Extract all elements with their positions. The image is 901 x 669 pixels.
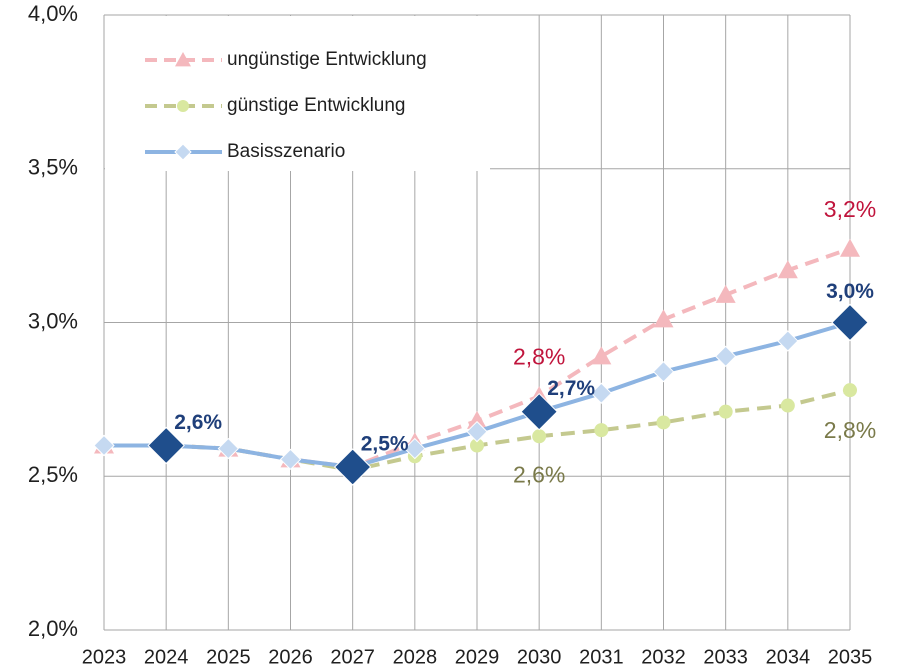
x-tick-label: 2026 — [268, 646, 313, 668]
x-tick-label: 2023 — [82, 646, 127, 668]
marker — [652, 360, 675, 383]
marker — [714, 345, 737, 368]
marker — [217, 437, 240, 460]
marker — [718, 404, 733, 419]
legend-label: Basisszenario — [227, 141, 345, 162]
marker — [843, 383, 857, 398]
marker — [590, 382, 613, 404]
marker — [591, 346, 612, 365]
x-tick-label: 2027 — [330, 646, 375, 668]
x-tick-label: 2025 — [206, 646, 251, 668]
marker — [656, 415, 671, 430]
highlight-marker — [147, 426, 185, 465]
marker — [594, 423, 609, 438]
legend-marker — [174, 143, 192, 161]
marker — [466, 420, 488, 443]
marker — [780, 398, 795, 413]
data-label: 2,6% — [513, 461, 565, 487]
y-tick-label: 3,5% — [28, 155, 78, 180]
marker — [840, 238, 860, 257]
data-label: 2,6% — [174, 411, 222, 434]
x-tick-label: 2028 — [393, 646, 438, 668]
marker — [653, 309, 674, 328]
y-tick-label: 3,0% — [28, 308, 78, 333]
x-tick-label: 2029 — [455, 646, 500, 668]
data-label: 2,5% — [361, 433, 409, 456]
highlight-marker — [520, 392, 558, 431]
marker — [470, 438, 484, 453]
data-label: 3,2% — [824, 196, 876, 222]
x-tick-label: 2024 — [144, 646, 189, 668]
marker — [467, 410, 487, 429]
data-label: 2,7% — [547, 377, 595, 400]
data-label: 2,8% — [824, 417, 876, 443]
data-label: 2,8% — [513, 343, 565, 369]
data-label: 3,0% — [826, 280, 874, 303]
legend-label: günstige Entwicklung — [227, 95, 406, 116]
marker — [777, 330, 799, 352]
x-tick-label: 2035 — [828, 646, 873, 668]
x-tick-label: 2031 — [579, 646, 624, 668]
legend-box — [105, 16, 490, 171]
y-tick-label: 2,5% — [28, 462, 78, 487]
x-tick-label: 2033 — [703, 646, 748, 668]
marker — [777, 260, 798, 279]
marker — [93, 434, 115, 457]
marker — [715, 284, 736, 303]
marker — [532, 429, 547, 444]
marker — [404, 437, 426, 460]
x-tick-label: 2032 — [641, 646, 686, 668]
legend-marker — [175, 52, 191, 67]
x-tick-label: 2030 — [517, 646, 562, 668]
y-tick-label: 2,0% — [28, 616, 78, 641]
legend-marker — [177, 100, 189, 112]
legend-label: ungünstige Entwicklung — [227, 49, 427, 70]
x-tick-label: 2034 — [766, 646, 811, 668]
highlight-marker — [333, 448, 372, 486]
marker — [279, 448, 302, 471]
highlight-marker — [831, 303, 869, 342]
y-tick-label: 4,0% — [28, 1, 78, 26]
